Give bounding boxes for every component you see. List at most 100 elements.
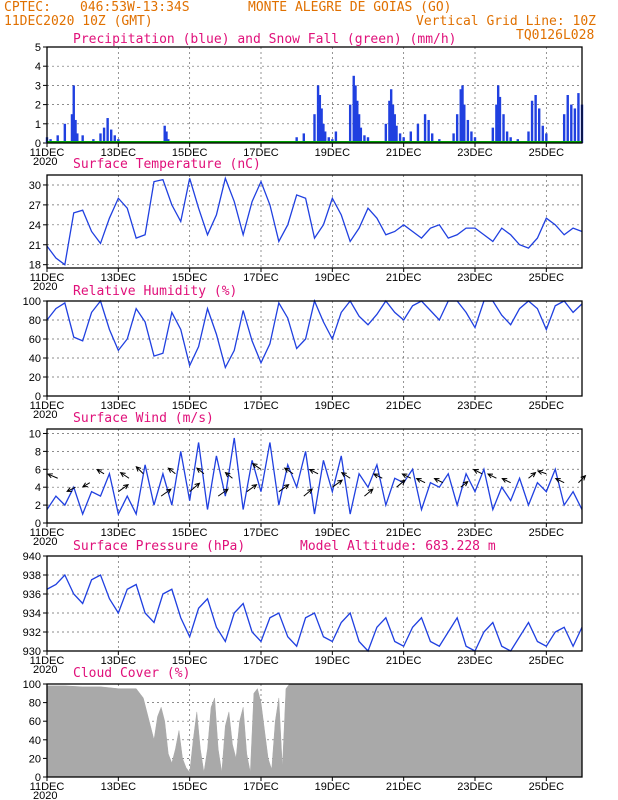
y-tick-label: 2 [35, 500, 41, 512]
y-tick-label: 8 [35, 446, 41, 458]
panel-title: Cloud Cover (%) [73, 666, 190, 681]
wind-vector-arrow [501, 477, 511, 484]
x-tick-label: 23DEC [457, 147, 493, 159]
precip-bar [566, 95, 569, 143]
x-tick-label: 21DEC [386, 400, 422, 412]
y-tick-label: 40 [29, 353, 41, 365]
precip-bar [498, 96, 502, 143]
x-tick-label: 15DEC [172, 527, 208, 539]
precip-bar [398, 133, 402, 143]
x-tick-label: 19DEC [315, 655, 351, 667]
precip-bar [348, 104, 352, 143]
y-tick-label: 938 [23, 570, 41, 582]
x-tick-label: 23DEC [457, 272, 493, 284]
x-tick-label: 13DEC [101, 527, 137, 539]
precip-bar [530, 100, 534, 143]
x-tick-label: 19DEC [315, 400, 351, 412]
wind-vector-arrow [460, 480, 469, 488]
panel-5: 0 20 40 60 80 100 11DEC 13DEC 15DEC 17DEC 19DEC 21D… [23, 666, 583, 800]
header-location-name: MONTE ALEGRE DE GOIAS (GO) [248, 0, 452, 15]
precip-bar [496, 85, 500, 143]
y-tick-label: 24 [29, 220, 41, 232]
panel-1: 18 21 24 27 30 11DEC 13DEC 15DEC 17DEC 19DEC 21DEC… [29, 157, 583, 293]
x-tick-label: 17DEC [243, 655, 279, 667]
panel-frame [46, 683, 583, 778]
precip-bar [509, 137, 512, 143]
wind-vector-arrow [486, 473, 497, 479]
panel-4: 930 932 934 936 938 940 11DEC 13DEC 15DEC 17DEC 19… [23, 539, 583, 676]
wind-vector-arrow [196, 467, 205, 475]
precip-bar [470, 131, 473, 143]
wind-vector-arrow [119, 472, 130, 479]
wind-vector-arrow [340, 472, 351, 479]
x-year-label: 2020 [33, 156, 57, 168]
precip-bar [409, 131, 412, 143]
wind-vector-arrow [46, 473, 58, 479]
precip-bar [427, 119, 430, 143]
precip-bar [74, 119, 77, 143]
precip-bar [56, 135, 59, 143]
precip-bar [423, 114, 427, 143]
precip-bar [334, 131, 338, 143]
precip-bar [562, 114, 566, 143]
wind-vector-arrow [364, 488, 374, 497]
wind-vector-arrow [66, 486, 76, 492]
x-tick-label: 11DEC [30, 147, 65, 159]
precip-bar [113, 135, 116, 143]
precip-bar [106, 118, 109, 143]
y-tick-label: 60 [29, 716, 41, 728]
cloud-cover-area [46, 683, 583, 778]
y-tick-label: 100 [23, 679, 41, 691]
y-tick-label: 1 [35, 119, 41, 131]
precip-bar [527, 131, 530, 143]
precip-bar [395, 125, 398, 143]
x-tick-label: 25DEC [529, 272, 565, 284]
wind-vector-arrow [528, 471, 537, 479]
x-tick-label: 19DEC [315, 781, 351, 793]
panel-title: Precipitation (blue) and Snow Fall (gree… [73, 32, 457, 47]
panel-frame [46, 174, 583, 269]
wind-vector-arrow [396, 479, 406, 488]
y-tick-label: 0 [35, 518, 41, 530]
panel-2: 0 20 40 60 80 100 11DEC 13DEC 15DEC 17DEC 19DEC 21D… [23, 284, 583, 421]
wind-vector-arrow [415, 477, 426, 484]
x-tick-label: 17DEC [243, 400, 279, 412]
y-tick-label: 2 [35, 100, 41, 112]
series-line-2 [46, 298, 583, 370]
series-line-3 [46, 437, 583, 517]
precip-bar [356, 100, 359, 143]
y-tick-label: 0 [35, 391, 41, 403]
x-year-label: 2020 [33, 409, 57, 421]
precip-bar [163, 125, 166, 143]
y-tick-label: 30 [29, 180, 41, 192]
wind-vector-arrow [401, 473, 412, 479]
x-tick-label: 21DEC [386, 272, 422, 284]
panel-title: Surface Temperature (nC) [73, 157, 261, 172]
y-tick-label: 932 [23, 627, 41, 639]
x-year-label: 2020 [33, 790, 57, 800]
panel-0: 0 1 2 3 4 5 11DEC 13DEC 15DEC 17DEC 19DEC 21DEC 23DE… [30, 32, 584, 168]
x-tick-label: 25DEC [529, 147, 565, 159]
x-tick-label: 21DEC [386, 147, 422, 159]
y-tick-label: 60 [29, 334, 41, 346]
panel-frame [46, 428, 583, 524]
wind-vector-arrow [433, 477, 444, 484]
precip-bar [463, 104, 466, 143]
wind-vector-arrow [554, 477, 565, 484]
precip-bar [366, 137, 370, 143]
x-tick-label: 13DEC [101, 655, 137, 667]
precip-bar [402, 137, 405, 143]
series-line-1 [46, 176, 583, 266]
precip-bar [316, 85, 320, 143]
precip-bar [165, 131, 168, 143]
panel-frame [46, 300, 583, 397]
precip-bar [416, 123, 420, 143]
y-tick-label: 3 [35, 80, 41, 92]
precip-bar [534, 95, 537, 143]
precip-bar [318, 95, 322, 143]
y-tick-label: 4 [35, 482, 41, 494]
x-tick-label: 15DEC [172, 400, 208, 412]
x-tick-label: 15DEC [172, 781, 208, 793]
x-tick-label: 23DEC [457, 527, 493, 539]
